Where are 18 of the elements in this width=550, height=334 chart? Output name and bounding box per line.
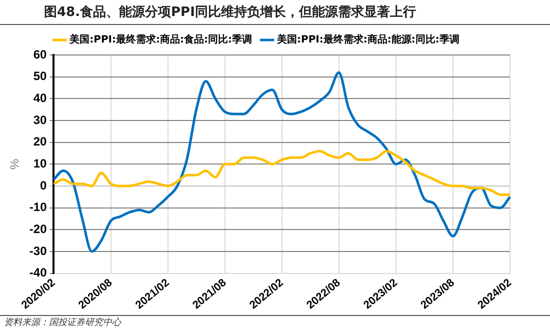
y-tick-label: 60: [33, 47, 48, 62]
y-tick-label: -20: [29, 222, 48, 236]
y-tick-label: -40: [29, 266, 48, 280]
y-tick-label: 20: [33, 134, 48, 149]
y-axis-title: %: [8, 158, 22, 170]
line-series: [52, 150, 512, 196]
chart-title: 图48.食品、能源分项PPI同比维持负增长，但能源需求显著上行: [0, 0, 550, 25]
y-tick-label: 10: [33, 156, 48, 170]
y-tick-label: -10: [29, 200, 48, 214]
y-tick-label: 30: [33, 112, 48, 127]
line-series: [52, 71, 512, 253]
legend-label: 美国:PPI:最终需求:商品:食品:同比:季调: [68, 34, 252, 46]
y-tick-label: -30: [29, 244, 48, 258]
y-tick-label: 50: [33, 69, 48, 84]
y-tick-label: 40: [33, 90, 48, 105]
text: 资料来源：国投证券研究中心: [0, 315, 550, 329]
y-tick-label: 0: [40, 178, 48, 192]
legend-label: 美国:PPI:最终需求:商品:能源:同比:季调: [276, 34, 460, 46]
